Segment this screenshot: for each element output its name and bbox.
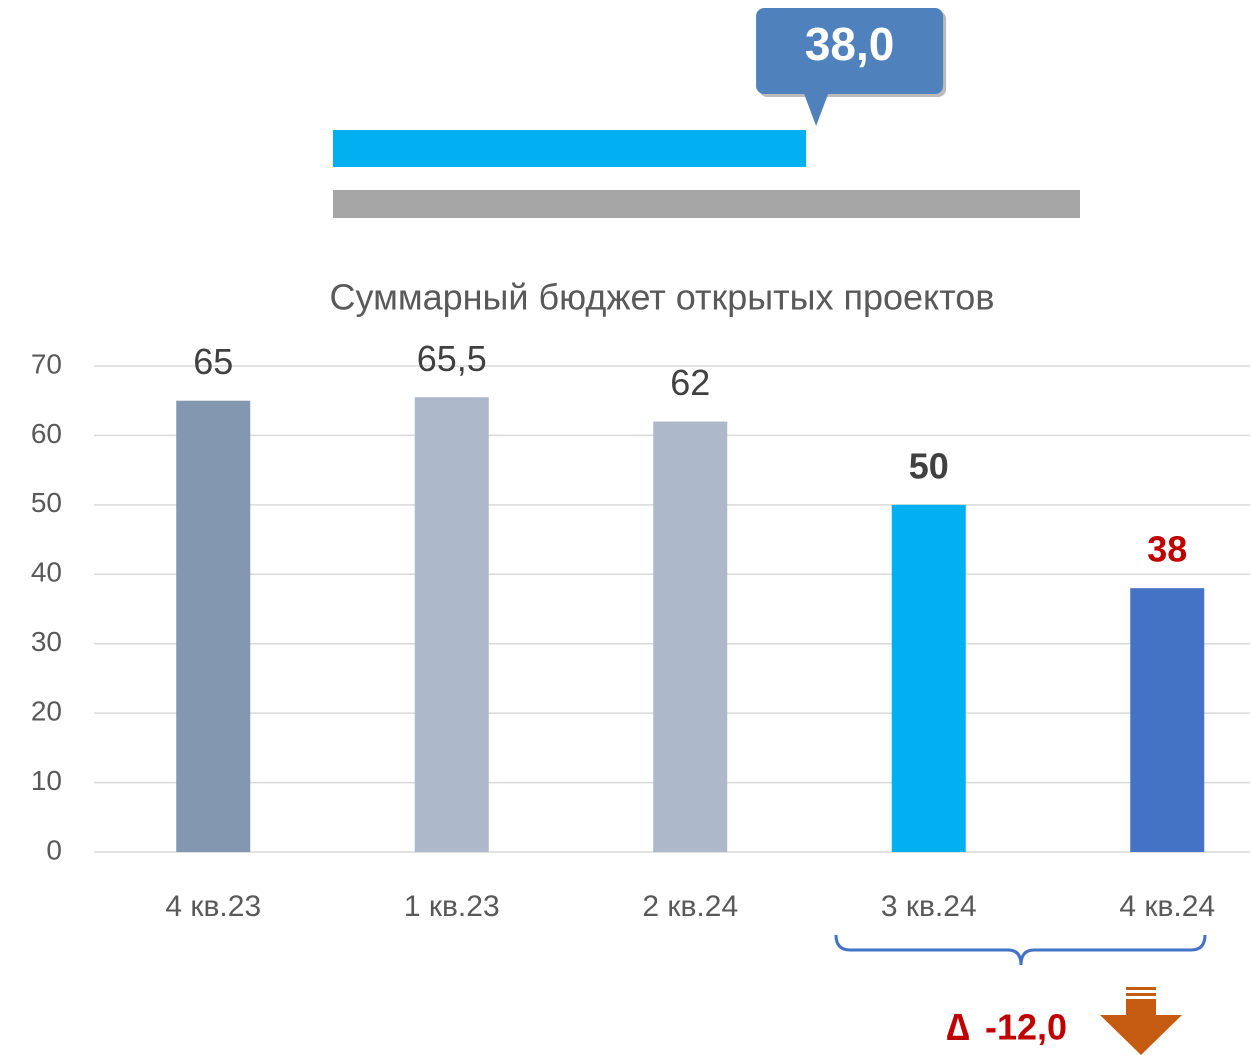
- delta-symbol: ∆: [946, 1007, 969, 1049]
- delta-value: -12,0: [985, 1007, 1067, 1048]
- x-tick-label: 3 кв.24: [881, 890, 977, 923]
- callout-box: [756, 8, 944, 94]
- progress-track: [333, 190, 1080, 218]
- x-tick-label: 4 кв.23: [165, 890, 261, 923]
- bar: [414, 397, 489, 852]
- x-tick-label: 1 кв.23: [404, 890, 500, 923]
- y-tick-label: 60: [31, 418, 62, 449]
- value-label: 38: [1147, 529, 1187, 570]
- bar: [1130, 588, 1205, 852]
- y-tick-label: 50: [31, 487, 62, 518]
- value-label: 62: [670, 362, 710, 403]
- bar: [891, 504, 966, 852]
- y-tick-label: 70: [31, 348, 62, 379]
- callout-label: 38,0: [805, 18, 895, 70]
- bar: [653, 421, 728, 852]
- bracket: [834, 934, 1207, 966]
- value-label: 65,5: [417, 338, 487, 379]
- value-label: 50: [909, 445, 949, 486]
- y-tick-label: 10: [31, 765, 62, 796]
- value-label: 65: [193, 341, 233, 382]
- y-tick-label: 0: [46, 834, 62, 865]
- y-tick-label: 30: [31, 626, 62, 657]
- y-tick-label: 20: [31, 696, 62, 727]
- down-arrow: [1100, 987, 1182, 1055]
- chart-title: Суммарный бюджет открытых проектов: [330, 277, 995, 318]
- progress-bar: [333, 130, 807, 167]
- x-tick-label: 2 кв.24: [642, 890, 738, 923]
- callout-pointer: [804, 94, 829, 126]
- x-tick-label: 4 кв.24: [1119, 890, 1215, 923]
- y-tick-label: 40: [31, 557, 62, 588]
- bar: [176, 400, 251, 852]
